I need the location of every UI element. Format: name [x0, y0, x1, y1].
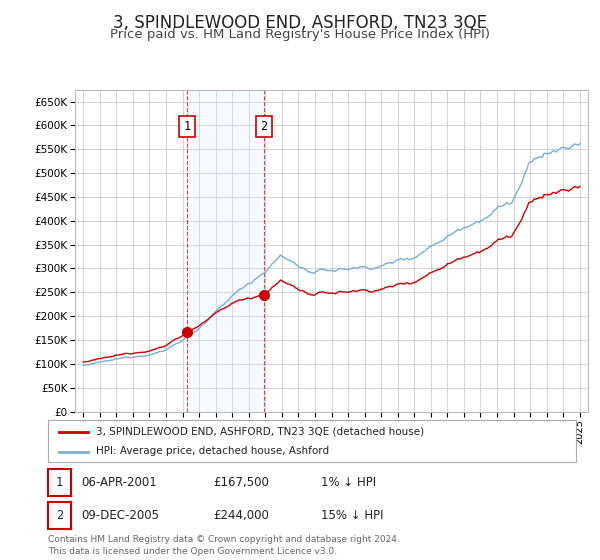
- Bar: [187, 90, 264, 412]
- Text: 1: 1: [56, 475, 63, 489]
- Text: 15% ↓ HPI: 15% ↓ HPI: [321, 509, 383, 522]
- Text: £244,000: £244,000: [213, 509, 269, 522]
- Text: 09-DEC-2005: 09-DEC-2005: [81, 509, 159, 522]
- Text: 06-APR-2001: 06-APR-2001: [81, 475, 157, 489]
- Text: 3, SPINDLEWOOD END, ASHFORD, TN23 3QE: 3, SPINDLEWOOD END, ASHFORD, TN23 3QE: [113, 14, 487, 32]
- Text: 1% ↓ HPI: 1% ↓ HPI: [321, 475, 376, 489]
- Text: HPI: Average price, detached house, Ashford: HPI: Average price, detached house, Ashf…: [95, 446, 329, 456]
- Text: 2: 2: [56, 509, 63, 522]
- Text: Contains HM Land Registry data © Crown copyright and database right 2024.
This d: Contains HM Land Registry data © Crown c…: [48, 535, 400, 556]
- Text: Price paid vs. HM Land Registry's House Price Index (HPI): Price paid vs. HM Land Registry's House …: [110, 28, 490, 41]
- Text: £167,500: £167,500: [213, 475, 269, 489]
- Text: 3, SPINDLEWOOD END, ASHFORD, TN23 3QE (detached house): 3, SPINDLEWOOD END, ASHFORD, TN23 3QE (d…: [95, 427, 424, 437]
- Text: 1: 1: [184, 120, 191, 133]
- Text: 2: 2: [260, 120, 268, 133]
